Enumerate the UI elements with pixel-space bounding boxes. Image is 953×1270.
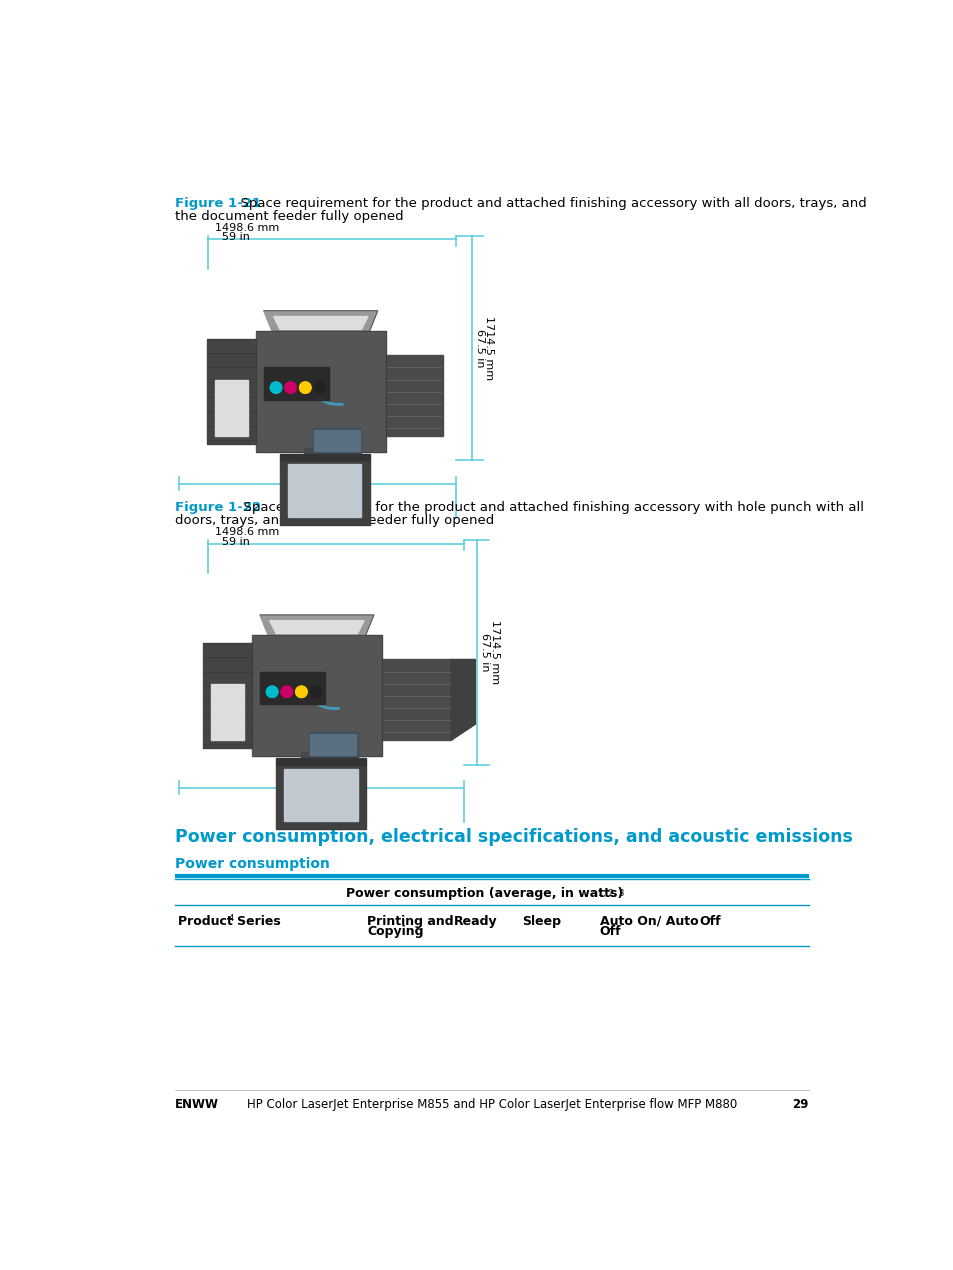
Circle shape — [270, 382, 281, 394]
Text: Power consumption (average, in watts): Power consumption (average, in watts) — [345, 886, 622, 899]
Circle shape — [266, 686, 277, 697]
Polygon shape — [309, 733, 357, 757]
Polygon shape — [280, 453, 369, 461]
Polygon shape — [259, 672, 325, 704]
Text: 1, 2, 3: 1, 2, 3 — [598, 889, 624, 898]
Text: Space requirement for the product and attached finishing accessory with all door: Space requirement for the product and at… — [233, 197, 866, 210]
Circle shape — [299, 382, 311, 394]
Text: Off: Off — [599, 926, 620, 939]
Text: 1714.5 mm: 1714.5 mm — [484, 316, 494, 380]
Text: 2006.6 mm: 2006.6 mm — [292, 493, 355, 503]
Text: 29: 29 — [792, 1099, 808, 1111]
Polygon shape — [304, 448, 361, 453]
Polygon shape — [280, 461, 369, 525]
Polygon shape — [310, 734, 355, 754]
Polygon shape — [270, 621, 364, 634]
Text: HP Color LaserJet Enterprise M855 and HP Color LaserJet Enterprise flow MFP M880: HP Color LaserJet Enterprise M855 and HP… — [247, 1099, 737, 1111]
Text: Sleep: Sleep — [521, 914, 560, 927]
Text: Figure 1-21: Figure 1-21 — [174, 197, 261, 210]
Text: Off: Off — [699, 914, 720, 927]
Text: Power consumption, electrical specifications, and acoustic emissions: Power consumption, electrical specificat… — [174, 828, 852, 847]
Text: ENWW: ENWW — [174, 1099, 219, 1111]
Polygon shape — [211, 683, 243, 740]
Text: the document feeder fully opened: the document feeder fully opened — [174, 210, 403, 224]
Polygon shape — [214, 380, 247, 436]
Polygon shape — [451, 659, 475, 740]
Text: Space requirement for the product and attached finishing accessory with hole pun: Space requirement for the product and at… — [235, 502, 863, 514]
Circle shape — [314, 382, 325, 394]
Polygon shape — [255, 331, 385, 452]
Text: Power consumption: Power consumption — [174, 857, 330, 871]
Text: doors, trays, and document feeder fully opened: doors, trays, and document feeder fully … — [174, 514, 494, 527]
Text: 4: 4 — [229, 914, 233, 923]
Polygon shape — [276, 765, 365, 829]
Circle shape — [295, 686, 307, 697]
Text: 2159 mm: 2159 mm — [303, 796, 356, 806]
Text: 67.5 in: 67.5 in — [480, 632, 490, 672]
Text: 59 in: 59 in — [222, 537, 250, 546]
Text: 1498.6 mm: 1498.6 mm — [214, 527, 278, 537]
Circle shape — [266, 686, 277, 697]
Polygon shape — [313, 428, 361, 452]
Polygon shape — [252, 635, 381, 757]
Circle shape — [310, 686, 321, 697]
Text: Ready: Ready — [454, 914, 497, 927]
Text: 79 in: 79 in — [303, 503, 332, 513]
Circle shape — [270, 382, 281, 394]
Text: 1498.6 mm: 1498.6 mm — [214, 224, 278, 234]
Text: Printing and: Printing and — [367, 914, 454, 927]
Circle shape — [281, 686, 293, 697]
Polygon shape — [385, 356, 442, 436]
Text: 1714.5 mm: 1714.5 mm — [489, 620, 499, 685]
Polygon shape — [264, 367, 329, 400]
Polygon shape — [314, 429, 359, 451]
Text: 85 in: 85 in — [311, 808, 339, 818]
Polygon shape — [207, 339, 255, 444]
Text: 59 in: 59 in — [222, 232, 250, 243]
Polygon shape — [264, 311, 377, 331]
Polygon shape — [381, 659, 451, 740]
Circle shape — [281, 686, 293, 697]
Polygon shape — [203, 644, 252, 748]
Text: Copying: Copying — [367, 926, 423, 939]
Text: Figure 1-22: Figure 1-22 — [174, 502, 261, 514]
Circle shape — [285, 382, 296, 394]
Circle shape — [295, 686, 307, 697]
Polygon shape — [300, 752, 357, 758]
Text: Auto On/ Auto: Auto On/ Auto — [599, 914, 698, 927]
Circle shape — [299, 382, 311, 394]
Circle shape — [310, 686, 321, 697]
Circle shape — [314, 382, 325, 394]
Circle shape — [285, 382, 296, 394]
Text: Product Series: Product Series — [178, 914, 280, 927]
Polygon shape — [276, 758, 365, 765]
Polygon shape — [259, 615, 374, 635]
Polygon shape — [284, 768, 357, 822]
Polygon shape — [274, 316, 368, 329]
Polygon shape — [288, 465, 361, 517]
Text: 67.5 in: 67.5 in — [475, 329, 484, 367]
